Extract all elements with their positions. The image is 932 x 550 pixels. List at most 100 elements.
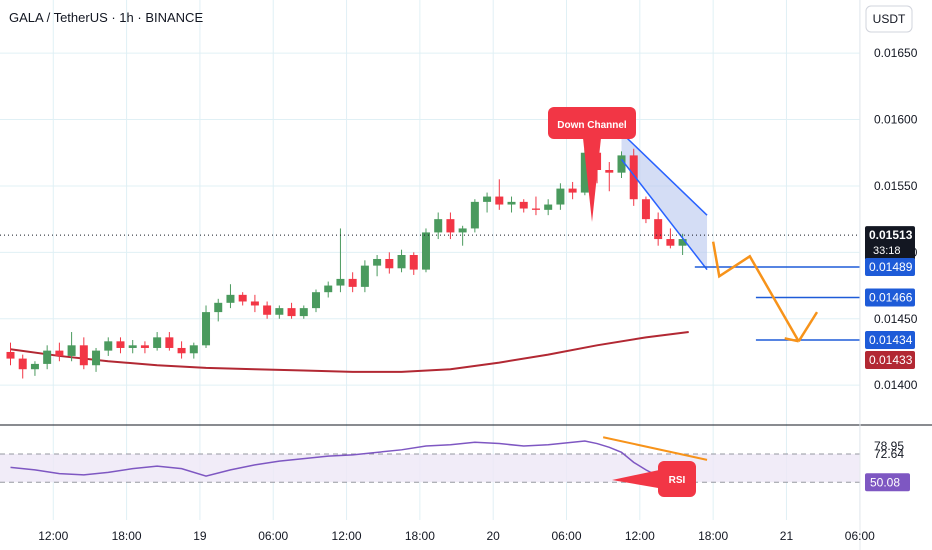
candle[interactable] <box>654 212 663 246</box>
tag-background <box>865 473 910 492</box>
rsi-divergence-line[interactable] <box>602 436 708 461</box>
tag-text: 0.01466 <box>869 291 913 305</box>
candle[interactable] <box>556 183 565 210</box>
candle[interactable] <box>250 294 259 313</box>
candle[interactable] <box>128 340 137 354</box>
candle[interactable] <box>373 255 382 277</box>
candle-body <box>202 312 211 346</box>
candle[interactable] <box>580 148 589 196</box>
candle[interactable] <box>189 342 198 359</box>
candle-body <box>458 228 467 233</box>
candle[interactable] <box>470 199 479 233</box>
candle-body <box>226 294 235 303</box>
candle[interactable] <box>299 305 308 319</box>
price-pane[interactable] <box>0 132 860 379</box>
candle[interactable] <box>92 347 101 372</box>
candle[interactable] <box>348 272 357 293</box>
candle[interactable] <box>360 260 369 293</box>
candle-body <box>617 155 626 173</box>
currency-button[interactable]: USDT <box>865 5 913 33</box>
candle[interactable] <box>263 301 272 319</box>
tag-background <box>865 288 915 307</box>
candle[interactable] <box>67 332 76 362</box>
candle[interactable] <box>397 249 406 273</box>
tag-text: 0.01433 <box>869 353 913 367</box>
candle[interactable] <box>43 345 52 370</box>
channel-lower-line[interactable] <box>620 158 708 271</box>
candle[interactable] <box>421 228 430 273</box>
rsi-level-label: 72.64 <box>874 447 904 461</box>
time-axis[interactable]: 12:00 18:00 19 06:00 12:00 18:00 20 06:00 12:00 1… <box>38 529 875 543</box>
candle[interactable] <box>507 196 516 213</box>
candle[interactable] <box>116 337 125 354</box>
ma-price-tag[interactable]: 0.01433 <box>865 351 915 369</box>
down-channel-callout[interactable]: Down Channel <box>548 107 636 222</box>
candle-body <box>446 219 455 233</box>
candle[interactable] <box>629 148 638 206</box>
candle[interactable] <box>79 337 88 370</box>
candle[interactable] <box>226 284 235 309</box>
candle[interactable] <box>214 298 223 322</box>
candle-body <box>556 188 565 205</box>
candle[interactable] <box>312 289 320 313</box>
candle[interactable] <box>30 361 39 376</box>
candle-body <box>153 337 162 348</box>
candle[interactable] <box>275 305 284 319</box>
candle[interactable] <box>140 341 149 354</box>
projection-arrowhead <box>797 311 819 342</box>
candle-body <box>519 201 528 209</box>
candle-body <box>507 201 516 205</box>
candle[interactable] <box>531 196 540 216</box>
level-price-tag[interactable]: 0.01434 <box>865 331 915 349</box>
rsi-pane[interactable] <box>0 436 860 484</box>
level-price-tag[interactable]: 0.01466 <box>865 288 915 307</box>
candle[interactable] <box>568 181 577 200</box>
candle-body <box>360 265 369 287</box>
candle[interactable] <box>238 292 247 306</box>
rsi-value-tag[interactable]: 50.08 <box>865 473 910 492</box>
candle[interactable] <box>483 192 492 213</box>
candle[interactable] <box>202 305 211 348</box>
channel-upper-line[interactable] <box>620 132 708 216</box>
candle[interactable] <box>324 281 333 298</box>
tag-price-text: 0.01513 <box>869 228 913 242</box>
candle[interactable] <box>519 199 528 213</box>
candle[interactable] <box>434 212 443 240</box>
projection-path[interactable] <box>711 241 800 342</box>
candle[interactable] <box>666 228 675 249</box>
candle[interactable] <box>446 212 455 240</box>
rsi-callout[interactable]: RSI <box>612 461 696 497</box>
candle[interactable] <box>287 302 296 319</box>
candle[interactable] <box>409 252 418 275</box>
tag-background <box>865 257 915 276</box>
candle-body <box>373 258 382 266</box>
candle-body <box>67 345 76 356</box>
callout-box <box>658 461 696 497</box>
annotations[interactable]: Down Channel RSI <box>548 107 696 497</box>
candle[interactable] <box>385 252 394 274</box>
candle[interactable] <box>55 342 64 362</box>
candle[interactable] <box>495 179 504 210</box>
price-tags[interactable]: 50.08 0.01513 33:18 0.01489 0.01466 0.01434 0.… <box>865 226 915 492</box>
candle[interactable] <box>641 196 650 224</box>
last-price-tag[interactable]: 0.01513 33:18 <box>865 226 915 261</box>
candle[interactable] <box>336 228 345 293</box>
candle-body <box>495 196 504 205</box>
candle[interactable] <box>458 225 467 246</box>
candle-body <box>43 350 52 364</box>
candle-body <box>165 337 174 348</box>
candle-body <box>483 196 492 202</box>
candle[interactable] <box>617 151 626 178</box>
candle[interactable] <box>177 341 186 359</box>
candle[interactable] <box>104 337 113 356</box>
candle[interactable] <box>153 332 162 351</box>
candle[interactable] <box>165 332 174 351</box>
candle[interactable] <box>18 354 27 379</box>
rsi-band <box>0 454 860 483</box>
candle[interactable] <box>544 199 553 216</box>
candle[interactable] <box>605 162 614 192</box>
rsi-line[interactable] <box>10 440 695 484</box>
candle[interactable] <box>6 342 15 366</box>
level-price-tag[interactable]: 0.01489 <box>865 257 915 276</box>
